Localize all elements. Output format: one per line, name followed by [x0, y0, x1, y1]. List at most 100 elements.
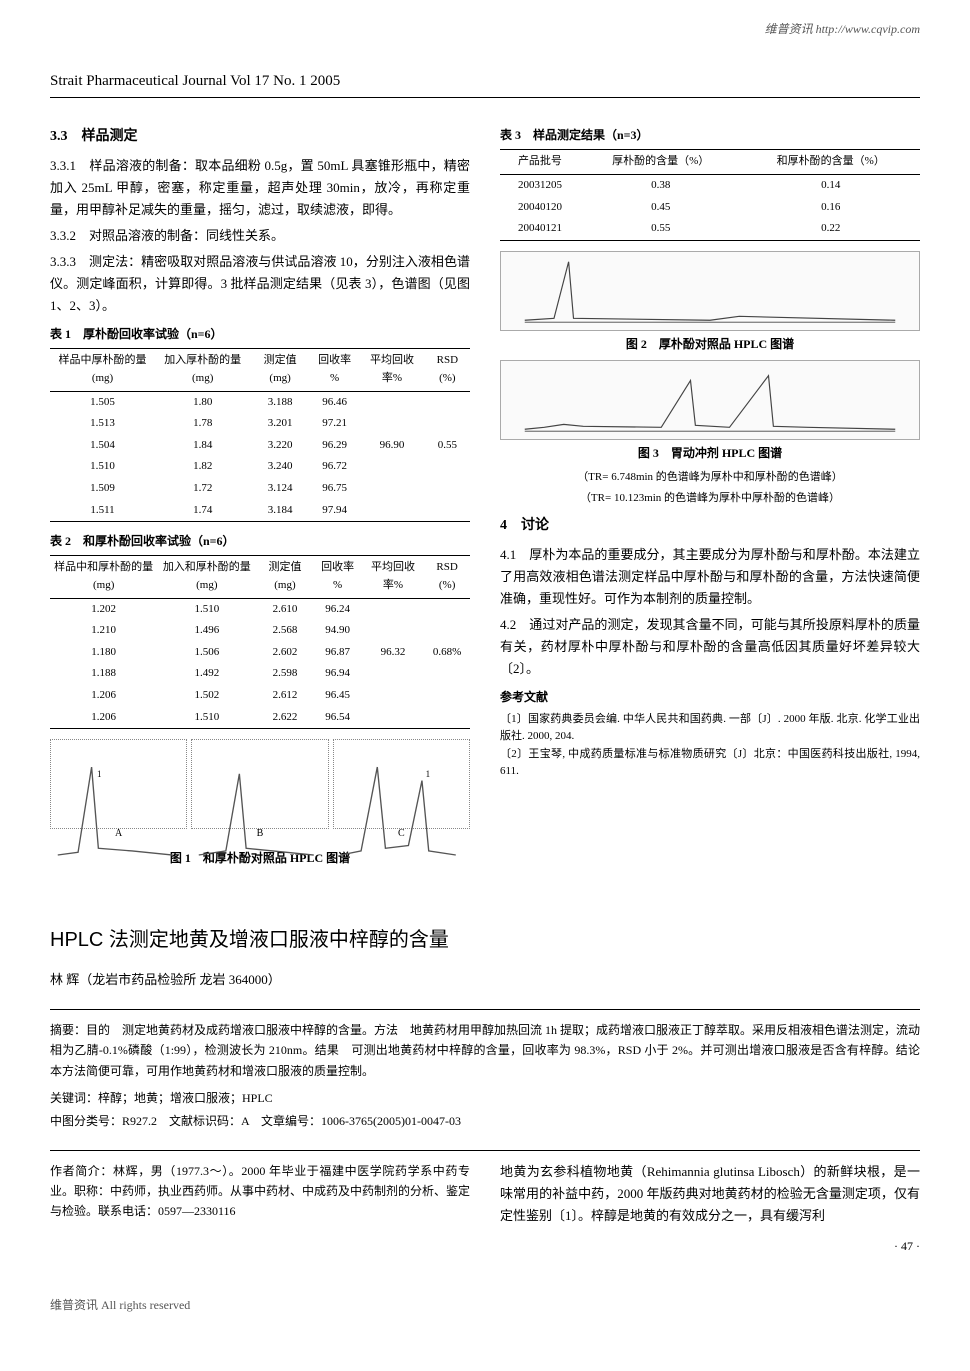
table-cell: 1.72 — [155, 478, 250, 500]
table-cell: 1.513 — [50, 413, 155, 435]
table-row: 200401200.450.16 — [500, 197, 920, 219]
table-row: 1.5041.843.22096.2996.900.55 — [50, 435, 470, 457]
table-cell: 1.74 — [155, 500, 250, 522]
table-cell: 1.188 — [50, 663, 157, 685]
table-cell: 1.496 — [157, 620, 256, 642]
panel-label-a: A — [115, 826, 122, 842]
table-cell: 0.14 — [741, 174, 920, 196]
table-cell: 96.94 — [314, 663, 362, 685]
table-cell: 1.82 — [155, 456, 250, 478]
table-cell: 96.29 — [310, 435, 359, 457]
article2-body-text: 地黄为玄参科植物地黄（Rehimannia glutinsa Libosch）的… — [500, 1161, 920, 1227]
table-cell: 1.506 — [157, 642, 256, 664]
article2-abstract: 摘要：目的 测定地黄药材及成药增液口服液中梓醇的含量。方法 地黄药材用甲醇加热回… — [50, 1020, 920, 1081]
table-cell: 96.72 — [310, 456, 359, 478]
table-cell — [359, 391, 424, 413]
table-cell — [424, 663, 470, 685]
fig3-note2: （TR= 10.123min 的色谱峰为厚朴中厚朴酚的色谱峰） — [500, 490, 920, 508]
fig3-note1: （TR= 6.748min 的色谱峰为厚朴中和厚朴酚的色谱峰） — [500, 469, 920, 487]
table-cell — [362, 685, 425, 707]
article2-title: HPLC 法测定地黄及增液口服液中梓醇的含量 — [50, 924, 920, 956]
table-row: 1.5091.723.12496.75 — [50, 478, 470, 500]
article2-left-col: 作者简介：林辉，男（1977.3～）。2000 年毕业于福建中医学院药学系中药专… — [50, 1161, 470, 1256]
article2-author-info: 作者简介：林辉，男（1977.3～）。2000 年毕业于福建中医学院药学系中药专… — [50, 1161, 470, 1222]
table-cell — [359, 413, 424, 435]
table-cell: 2.602 — [256, 642, 313, 664]
table-cell: 2.610 — [256, 598, 313, 620]
table-cell: 1.504 — [50, 435, 155, 457]
table-cell: 96.54 — [314, 707, 362, 729]
article2-two-column: 作者简介：林辉，男（1977.3～）。2000 年毕业于福建中医学院药学系中药专… — [50, 1161, 920, 1256]
para-4-1: 4.1 厚朴为本品的重要成分，其主要成分为厚朴酚与和厚朴酚。本法建立了用高效液相… — [500, 544, 920, 610]
fig1-panel-c: 1 C — [333, 739, 470, 829]
table-row: 1.5111.743.18497.94 — [50, 500, 470, 522]
table-cell: 0.22 — [741, 218, 920, 240]
table-header-cell: 回收率 % — [310, 349, 359, 391]
table-2: 样品中和厚朴酚的量 (mg)加入和厚朴酚的量 (mg)测定值 (mg)回收率 %… — [50, 555, 470, 729]
fig3-caption: 图 3 胃动冲剂 HPLC 图谱 — [500, 444, 920, 463]
table-cell: 3.240 — [250, 456, 310, 478]
table-cell: 96.87 — [314, 642, 362, 664]
table2-caption: 表 2 和厚朴酚回收率试验（n=6） — [50, 532, 470, 551]
table-header-cell: 平均回收率% — [362, 556, 425, 598]
table-header-cell: 样品中和厚朴酚的量 (mg) — [50, 556, 157, 598]
table-cell: 96.45 — [314, 685, 362, 707]
table3-caption: 表 3 样品测定结果（n=3） — [500, 126, 920, 145]
table-cell: 0.55 — [425, 435, 470, 457]
table-cell — [362, 620, 425, 642]
table-cell: 0.55 — [580, 218, 742, 240]
table-cell — [362, 707, 425, 729]
table-header-cell: RSD (%) — [425, 349, 470, 391]
fig3-chart — [500, 360, 920, 440]
table-cell: 1.510 — [157, 598, 256, 620]
table-cell — [362, 598, 425, 620]
table-cell: 1.510 — [157, 707, 256, 729]
table-cell — [424, 707, 470, 729]
panel-label-c: C — [398, 826, 405, 842]
table-header-cell: 样品中厚朴酚的量 (mg) — [50, 349, 155, 391]
journal-header: Strait Pharmaceutical Journal Vol 17 No.… — [50, 69, 920, 98]
table-cell: 20031205 — [500, 174, 580, 196]
fig2-chart — [500, 251, 920, 331]
table-cell — [424, 598, 470, 620]
table-cell: 96.46 — [310, 391, 359, 413]
article2-divider-top — [50, 1009, 920, 1010]
table-cell: 1.206 — [50, 707, 157, 729]
fig1-panel-b: B — [191, 739, 328, 829]
table-row: 1.5101.823.24096.72 — [50, 456, 470, 478]
table-cell: 2.612 — [256, 685, 313, 707]
table-cell: 3.124 — [250, 478, 310, 500]
table-3: 产品批号厚朴酚的含量（%）和厚朴酚的含量（%） 200312050.380.14… — [500, 149, 920, 240]
table-cell: 1.206 — [50, 685, 157, 707]
table-cell: 0.68% — [424, 642, 470, 664]
article2-keywords: 关键词：梓醇；地黄；增液口服液；HPLC — [50, 1089, 920, 1108]
table-cell: 2.622 — [256, 707, 313, 729]
table-cell: 0.45 — [580, 197, 742, 219]
table-cell: 1.511 — [50, 500, 155, 522]
article2-classification: 中图分类号：R927.2 文献标识码：A 文章编号：1006-3765(2005… — [50, 1112, 920, 1131]
table-cell: 1.180 — [50, 642, 157, 664]
table-header-cell: 回收率 % — [314, 556, 362, 598]
table-header-cell: RSD (%) — [424, 556, 470, 598]
table-header-cell: 测定值 (mg) — [250, 349, 310, 391]
table-cell: 96.32 — [362, 642, 425, 664]
table-header-cell: 厚朴酚的含量（%） — [580, 150, 742, 175]
table-cell: 97.21 — [310, 413, 359, 435]
table-cell: 1.492 — [157, 663, 256, 685]
main-two-column: 3.3 样品测定 3.3.1 样品溶液的制备：取本品细粉 0.5g，置 50mL… — [50, 118, 920, 874]
section-4-heading: 4 讨论 — [500, 515, 920, 537]
left-column: 3.3 样品测定 3.3.1 样品溶液的制备：取本品细粉 0.5g，置 50mL… — [50, 118, 470, 874]
table1-caption: 表 1 厚朴酚回收率试验（n=6） — [50, 325, 470, 344]
table-cell: 1.505 — [50, 391, 155, 413]
table-cell: 1.80 — [155, 391, 250, 413]
table-cell: 1.502 — [157, 685, 256, 707]
peak-label-c: 1 — [426, 767, 431, 781]
table-cell: 20040120 — [500, 197, 580, 219]
article2-author: 林 辉（龙岩市药品检验所 龙岩 364000） — [50, 970, 920, 991]
article-2: HPLC 法测定地黄及增液口服液中梓醇的含量 林 辉（龙岩市药品检验所 龙岩 3… — [50, 924, 920, 1256]
table-cell — [425, 478, 470, 500]
watermark-bottom: 维普资讯 All rights reserved — [50, 1296, 920, 1315]
table-cell: 2.598 — [256, 663, 313, 685]
para-3-3-3: 3.3.3 测定法：精密吸取对照品溶液与供试品溶液 10，分别注入液相色谱仪。测… — [50, 251, 470, 317]
table-cell: 0.16 — [741, 197, 920, 219]
